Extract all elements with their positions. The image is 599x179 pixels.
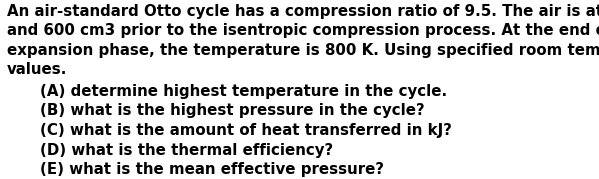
Text: (C) what is the amount of heat transferred in kJ?: (C) what is the amount of heat transferr…: [40, 123, 452, 138]
Text: (E) what is the mean effective pressure?: (E) what is the mean effective pressure?: [40, 162, 384, 177]
Text: (B) what is the highest pressure in the cycle?: (B) what is the highest pressure in the …: [40, 103, 425, 118]
Text: expansion phase, the temperature is 800 K. Using specified room temperature heat: expansion phase, the temperature is 800 …: [7, 43, 599, 58]
Text: (A) determine highest temperature in the cycle.: (A) determine highest temperature in the…: [40, 84, 447, 99]
Text: (D) what is the thermal efficiency?: (D) what is the thermal efficiency?: [40, 142, 333, 158]
Text: values.: values.: [7, 62, 67, 78]
Text: and 600 cm3 prior to the isentropic compression process. At the end of the isent: and 600 cm3 prior to the isentropic comp…: [7, 23, 599, 38]
Text: An air-standard Otto cycle has a compression ratio of 9.5. The air is at 100 kPa: An air-standard Otto cycle has a compres…: [7, 4, 599, 19]
